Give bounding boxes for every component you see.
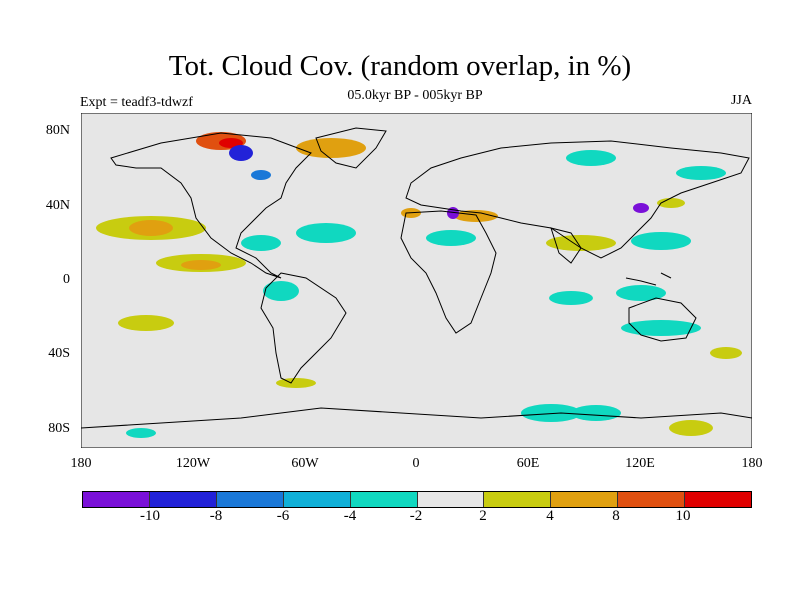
map-title: Tot. Cloud Cov. (random overlap, in %)	[168, 50, 632, 82]
season-label: JJA	[730, 93, 752, 108]
colorbar-label: -2	[409, 508, 423, 524]
colorbar-label: 8	[612, 508, 620, 524]
lon-tick-120e: 120E	[625, 456, 655, 471]
colorbar-label: 2	[479, 508, 487, 524]
lon-tick-60w: 60W	[291, 456, 319, 471]
lat-tick-40s: 40S	[48, 346, 70, 361]
colorbar-cell	[283, 492, 351, 507]
lat-tick-0: 0	[63, 272, 70, 287]
lon-tick-60e: 60E	[516, 456, 540, 471]
colorbar-label: -10	[140, 508, 160, 524]
positive-anomaly-patches	[96, 132, 742, 436]
lon-tick-120w: 120W	[175, 456, 211, 471]
coastlines	[81, 127, 752, 429]
colorbar-label: -6	[276, 508, 290, 524]
colorbar-cell	[216, 492, 284, 507]
colorbar-label: 10	[675, 508, 691, 524]
colorbar-label: 4	[546, 508, 554, 524]
colorbar-cell	[417, 492, 485, 507]
negative-anomaly-patches	[126, 145, 726, 438]
colorbar	[82, 491, 752, 508]
colorbar-label: -8	[209, 508, 223, 524]
lat-tick-80n: 80N	[45, 123, 70, 138]
lat-tick-80s: 80S	[48, 421, 70, 436]
lon-tick-180w: 180	[70, 456, 92, 471]
world-map-plot	[81, 113, 752, 448]
colorbar-cell	[551, 492, 619, 507]
colorbar-cell	[484, 492, 552, 507]
colorbar-cell	[149, 492, 217, 507]
map-background	[81, 113, 752, 448]
lon-tick-0: 0	[412, 456, 420, 471]
colorbar-cell	[685, 492, 752, 507]
colorbar-cell	[83, 492, 150, 507]
map-subtitle: 05.0kyr BP - 005kyr BP	[347, 88, 483, 103]
lat-tick-40n: 40N	[45, 198, 70, 213]
colorbar-cell	[350, 492, 418, 507]
colorbar-label: -4	[343, 508, 357, 524]
lon-tick-180e: 180	[741, 456, 763, 471]
experiment-label: Expt = teadf3-tdwzf	[80, 95, 193, 110]
colorbar-cell	[618, 492, 686, 507]
